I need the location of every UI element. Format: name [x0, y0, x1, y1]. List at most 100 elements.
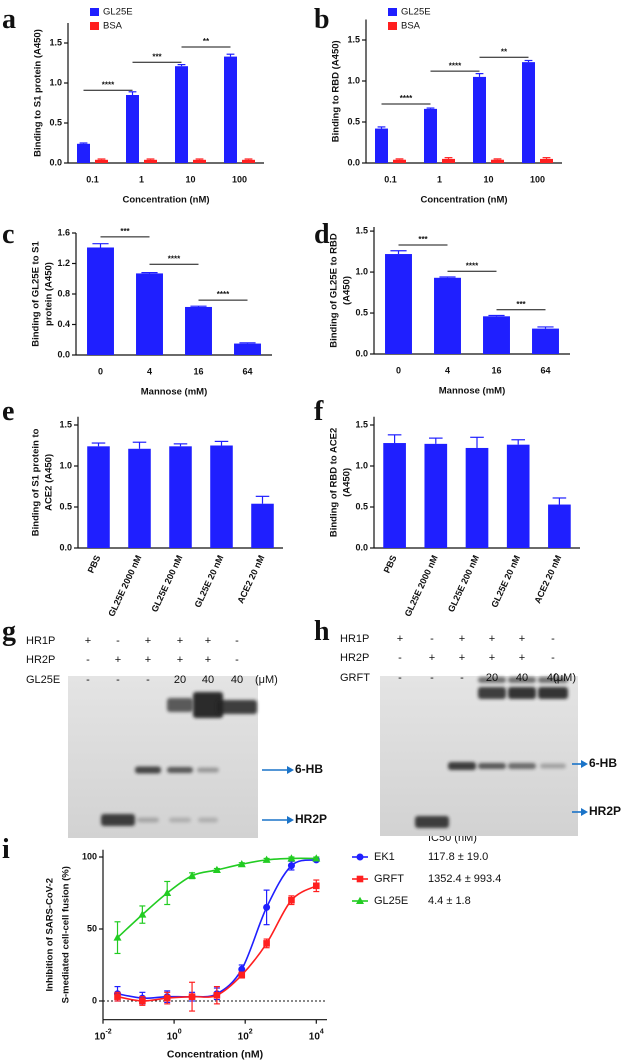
y-axis-label: S-mediated cell-cell fusion (%)	[61, 866, 72, 1003]
significance-label: **	[501, 47, 508, 56]
band-label: HR2P	[589, 804, 621, 818]
y-tick-label: 0	[92, 995, 97, 1005]
bar	[87, 446, 110, 548]
gel-lane-value: +	[177, 654, 183, 666]
bar	[144, 159, 157, 163]
panel-letter: g	[2, 616, 16, 647]
marker	[212, 865, 221, 873]
y-tick-label: 1.0	[59, 460, 72, 470]
y-axis-label: (A450)	[342, 276, 353, 305]
x-tick-label: 10	[483, 174, 493, 184]
band-label: 6-HB	[295, 762, 323, 776]
significance-label: ****	[168, 254, 181, 263]
marker	[262, 855, 271, 863]
y-axis-label: Binding to S1 protein (A450)	[33, 29, 44, 157]
gel-lane-value: 40	[202, 674, 214, 686]
bar	[473, 76, 486, 163]
x-axis-label: Concentration (nM)	[122, 195, 209, 206]
significance-label: **	[203, 37, 210, 46]
gel-lane-value: +	[115, 654, 121, 666]
gel-band	[198, 817, 218, 823]
x-tick-exponent: -2	[105, 1029, 111, 1036]
legend-swatch	[90, 22, 99, 30]
gel-lane-value: -	[86, 674, 90, 686]
marker	[188, 871, 197, 879]
x-tick-label: 16	[491, 365, 501, 375]
marker	[213, 991, 221, 999]
x-tick-label: 0.1	[384, 174, 397, 184]
gel-lane-value: 20	[486, 672, 498, 684]
x-tick-exponent: 0	[178, 1029, 182, 1036]
marker	[238, 971, 246, 979]
x-tick-label: 100	[530, 174, 545, 184]
gel-row-label: GRFT	[340, 672, 370, 684]
gel-lane-value: -	[460, 672, 464, 684]
gel-band	[167, 767, 193, 773]
y-tick-label: 1.5	[355, 225, 368, 235]
significance-label: ****	[400, 94, 413, 103]
bar	[424, 443, 448, 548]
x-tick-base: 10	[238, 1031, 250, 1042]
x-axis-label: Mannose (mM)	[439, 386, 506, 397]
y-tick-label: 0.5	[355, 307, 368, 317]
gel-unit: (μM)	[553, 672, 576, 684]
gel-band	[508, 763, 536, 769]
gel-lane-value: -	[146, 674, 150, 686]
bar	[465, 447, 489, 548]
panel-letter: d	[314, 219, 330, 250]
marker	[238, 965, 246, 973]
x-tick-label: PBS	[382, 554, 399, 575]
gel-lane-value: +	[429, 652, 435, 664]
y-axis-label: Binding of RBD to ACE2	[329, 428, 340, 537]
gel-band	[478, 763, 506, 769]
gel-band	[478, 677, 506, 683]
significance-label: ****	[466, 261, 479, 270]
gel-row-label: HR2P	[26, 654, 55, 666]
gel-lane-value: -	[235, 654, 239, 666]
x-axis-label: Mannose (mM)	[141, 387, 208, 398]
x-tick-base: 10	[309, 1031, 321, 1042]
bar	[87, 247, 114, 355]
gel-lane-value: +	[177, 635, 183, 647]
y-tick-label: 0.0	[57, 349, 70, 359]
bar	[136, 273, 163, 355]
x-tick-exponent: 2	[249, 1029, 253, 1036]
y-axis-label: protein (A450)	[44, 262, 55, 326]
bar	[385, 254, 412, 354]
gel-lane-value: 20	[174, 674, 186, 686]
gel-band	[415, 816, 449, 828]
panel-letter: a	[2, 4, 16, 35]
x-tick-label: 64	[242, 366, 252, 376]
gel-lane-value: +	[85, 635, 91, 647]
x-tick-label: 0	[98, 366, 103, 376]
bar	[234, 343, 261, 355]
bar	[483, 316, 510, 354]
y-tick-label: 1.5	[59, 419, 72, 429]
legend-label: BSA	[103, 21, 123, 32]
bar	[540, 158, 553, 163]
x-tick-label: 100	[167, 1029, 182, 1043]
y-axis-label: Inhibition of SARS-CoV-2	[45, 878, 56, 991]
gel-lane-value: -	[551, 633, 555, 645]
bar	[522, 62, 535, 163]
band-arrow-head	[287, 766, 294, 774]
bar	[224, 56, 237, 163]
gel-band	[135, 766, 161, 774]
marker	[263, 903, 271, 911]
gel-lane-value: +	[459, 633, 465, 645]
panel-letter: i	[2, 834, 10, 865]
gel-lane-value: +	[459, 652, 465, 664]
y-tick-label: 1.6	[57, 227, 70, 237]
gel-band	[101, 814, 135, 826]
legend-label: GL25E	[401, 7, 431, 18]
bar	[169, 446, 192, 548]
bar	[77, 143, 90, 163]
gel-band	[197, 767, 219, 773]
y-tick-label: 0.5	[355, 501, 368, 511]
gel-row-label: GL25E	[26, 674, 60, 686]
gel-lane-value: +	[489, 652, 495, 664]
bar	[393, 159, 406, 163]
significance-label: ****	[449, 61, 462, 70]
legend-label: GL25E	[374, 895, 408, 907]
gel-band	[540, 763, 566, 769]
